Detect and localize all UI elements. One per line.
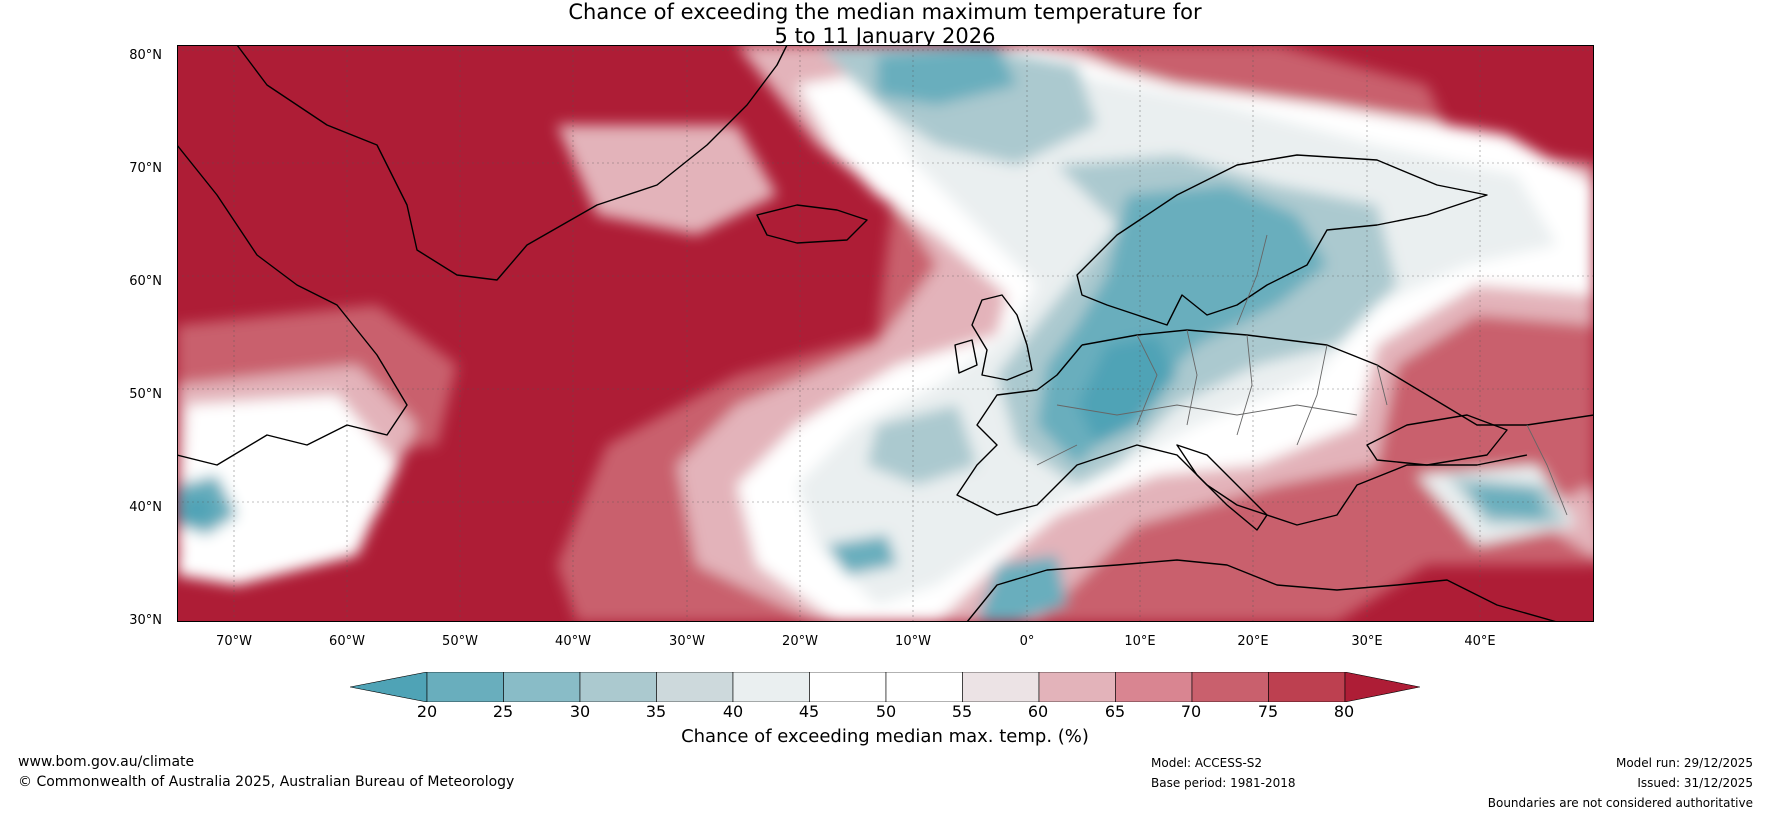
colorbar-label: Chance of exceeding median max. temp. (%… <box>681 726 1089 747</box>
colorbar-cell <box>1268 672 1346 702</box>
lon-label-30w: 30°W <box>669 634 705 649</box>
lon-label-20e: 20°E <box>1237 634 1269 649</box>
footer-issued: Issued: 31/12/2025 <box>1637 776 1753 790</box>
lon-label-40w: 40°W <box>555 634 591 649</box>
colorbar-cell <box>1191 672 1269 702</box>
lat-label-70n: 70°N <box>129 161 162 176</box>
colorbar-cell <box>962 672 1040 702</box>
colorbar-cell <box>732 672 810 702</box>
colorbar-cell <box>426 672 504 702</box>
colorbar-tick: 30 <box>569 702 591 721</box>
lon-label-40e: 40°E <box>1464 634 1496 649</box>
colorbar-tick: 45 <box>798 702 820 721</box>
colorbar-tick: 80 <box>1333 702 1355 721</box>
forecast-map <box>177 45 1594 622</box>
graticule <box>177 45 1594 622</box>
lon-label-0: 0° <box>1019 634 1035 649</box>
lon-label-70w: 70°W <box>216 634 252 649</box>
colorbar-cell <box>1038 672 1116 702</box>
footer-copyright: © Commonwealth of Australia 2025, Austra… <box>18 774 515 790</box>
footer-base-period: Base period: 1981-2018 <box>1151 776 1296 790</box>
lat-label-50n: 50°N <box>129 387 162 402</box>
colorbar-tick: 65 <box>1104 702 1126 721</box>
coastlines <box>177 45 1594 622</box>
lon-label-60w: 60°W <box>329 634 365 649</box>
colorbar-cell <box>809 672 887 702</box>
coast-north-africa <box>966 559 1558 622</box>
colorbar-arrow-low <box>350 672 428 702</box>
coast-italy <box>1176 444 1268 531</box>
colorbar-cell <box>579 672 657 702</box>
colorbar-tick: 70 <box>1180 702 1202 721</box>
coast-iceland <box>756 204 868 244</box>
title-line-1: Chance of exceeding the median maximum t… <box>568 0 1202 24</box>
lon-label-20w: 20°W <box>782 634 818 649</box>
footer-model: Model: ACCESS-S2 <box>1151 756 1263 770</box>
coast-europe-mainland <box>956 329 1594 526</box>
coast-greenland <box>236 45 788 281</box>
colorbar-arrow-high <box>1344 672 1420 702</box>
colorbar-cell <box>656 672 734 702</box>
lat-label-60n: 60°N <box>129 274 162 289</box>
colorbar-tick: 60 <box>1027 702 1049 721</box>
lon-label-10e: 10°E <box>1124 634 1156 649</box>
colorbar-cell <box>885 672 963 702</box>
footer-url[interactable]: www.bom.gov.au/climate <box>18 754 195 770</box>
coast-scandinavia <box>1076 154 1488 326</box>
lon-label-50w: 50°W <box>442 634 478 649</box>
colorbar-tick: 20 <box>416 702 438 721</box>
country-borders <box>1036 234 1568 516</box>
probability-zone-20-30 <box>177 45 1547 622</box>
footer-disclaimer: Boundaries are not considered authoritat… <box>1487 796 1753 810</box>
lon-label-10w: 10°W <box>895 634 931 649</box>
coast-north-america <box>177 144 408 466</box>
footer-model-run: Model run: 29/12/2025 <box>1615 756 1753 770</box>
colorbar-cell <box>1115 672 1193 702</box>
lat-label-80n: 80°N <box>129 48 162 63</box>
colorbar-cell <box>503 672 581 702</box>
colorbar-tick: 75 <box>1257 702 1279 721</box>
lat-label-40n: 40°N <box>129 500 162 515</box>
colorbar-tick: 50 <box>875 702 897 721</box>
colorbar-tick: 25 <box>492 702 514 721</box>
map-title: Chance of exceeding the median maximum t… <box>0 0 1770 48</box>
lat-label-30n: 30°N <box>129 613 162 628</box>
lon-label-30e: 30°E <box>1351 634 1383 649</box>
coast-british-isles <box>954 294 1033 381</box>
colorbar <box>350 672 1420 702</box>
colorbar-tick: 55 <box>951 702 973 721</box>
title-line-2: 5 to 11 January 2026 <box>774 24 996 48</box>
colorbar-tick: 40 <box>722 702 744 721</box>
colorbar-tick: 35 <box>645 702 667 721</box>
coast-black-sea <box>1366 414 1508 466</box>
